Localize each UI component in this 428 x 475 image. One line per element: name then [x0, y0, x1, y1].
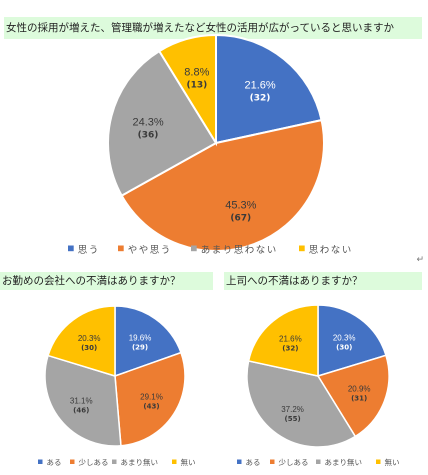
chart-3-percent-label-4: 21.6%: [279, 335, 302, 344]
chart-2-percent-label-4: 20.3%: [78, 334, 101, 343]
chart-3-slice-2: [316, 354, 390, 438]
chart-2-count-label-1: (29): [132, 344, 148, 352]
chart-3-count-label-4: (32): [282, 345, 298, 353]
chart-2-legend-label-4: 無い: [181, 457, 196, 467]
chart-3-percent-label-3: 37.2%: [281, 405, 304, 414]
chart-3-legend-label-2: 少しある: [279, 458, 309, 467]
chart-3-slice-4: [247, 304, 319, 377]
chart-3-slice-3: [246, 360, 357, 448]
chart-1-slice-1: [215, 33, 323, 145]
chart-1-count-label-2: (67): [230, 214, 251, 224]
chart-2-legend-swatch-3: [112, 459, 117, 464]
chart-2-slice-4: [47, 305, 116, 378]
chart-1-slice-3: [107, 49, 218, 197]
chart-1-legend-label-1: 思う: [78, 245, 100, 256]
chart-2-count-label-2: (43): [143, 403, 159, 411]
chart-2-legend-swatch-4: [172, 459, 177, 464]
chart-1-legend-swatch-2: [118, 245, 124, 252]
chart-2-percent-label-3: 31.1%: [70, 396, 93, 405]
chart-3-legend-swatch-2: [270, 459, 275, 464]
chart-2-legend-swatch-2: [70, 459, 75, 464]
chart-3-title: 上司への不満はありますか？: [224, 272, 422, 290]
chart-1-legend-label-2: やや思う: [128, 245, 172, 256]
chart-3-percent-label-1: 20.3%: [333, 334, 356, 343]
chart-1-title: 女性の採用が増えた、管理職が増えたなど女性の活用が広がっていると思いますか: [4, 17, 422, 39]
chart-1-percent-label-1: 21.6%: [244, 79, 275, 91]
chart-3-legend-swatch-3: [316, 459, 321, 464]
chart-3-legend-label-4: 無い: [385, 457, 400, 467]
chart-1-legend-swatch-1: [68, 245, 74, 252]
chart-3-legend-label-1: ある: [246, 458, 261, 467]
chart-1-percent-label-2: 45.3%: [225, 200, 256, 212]
chart-3-percent-label-2: 20.9%: [348, 385, 371, 394]
chart-3-legend-swatch-1: [237, 459, 242, 464]
chart-3-legend-label-3: あまり無い: [325, 457, 363, 467]
chart-2-legend-label-3: あまり無い: [121, 457, 159, 467]
chart-2-legend-label-1: ある: [47, 458, 62, 467]
chart-2-legend-swatch-1: [38, 459, 43, 464]
chart-3-count-label-3: (55): [285, 415, 301, 423]
chart-2-title: お勤めの会社への不満はありますか？: [0, 272, 213, 290]
chart-1-legend-label-4: 思わない: [309, 245, 353, 256]
chart-2-slice-1: [114, 305, 182, 378]
chart-1-count-label-1: (32): [250, 93, 271, 103]
chart-1-percent-label-3: 24.3%: [132, 116, 163, 128]
chart-1-count-label-4: (13): [186, 80, 207, 90]
chart-2-slice-2: [114, 351, 186, 447]
chart-1-legend-swatch-4: [299, 245, 305, 252]
chart-1-legend-label-3: あまり思わない: [201, 245, 278, 256]
chart-1-slice-4: [157, 33, 217, 147]
chart-1-slice-2: [120, 118, 325, 252]
chart-3-count-label-1: (30): [336, 344, 352, 352]
chart-2-count-label-4: (30): [81, 344, 97, 352]
chart-3-count-label-2: (31): [351, 395, 367, 403]
chart-2-count-label-3: (46): [73, 406, 89, 414]
return-mark: ↵: [416, 255, 424, 265]
chart-1-legend-swatch-3: [191, 245, 197, 252]
chart-2-percent-label-2: 29.1%: [140, 393, 163, 402]
chart-3-slice-1: [317, 304, 387, 378]
chart-2-slice-3: [44, 354, 122, 447]
chart-1-percent-label-4: 8.8%: [184, 66, 209, 78]
chart-2-legend-label-2: 少しある: [79, 458, 109, 467]
chart-3-legend-swatch-4: [376, 459, 381, 464]
chart-1-count-label-3: (36): [138, 130, 159, 140]
chart-2-percent-label-1: 19.6%: [129, 334, 152, 343]
